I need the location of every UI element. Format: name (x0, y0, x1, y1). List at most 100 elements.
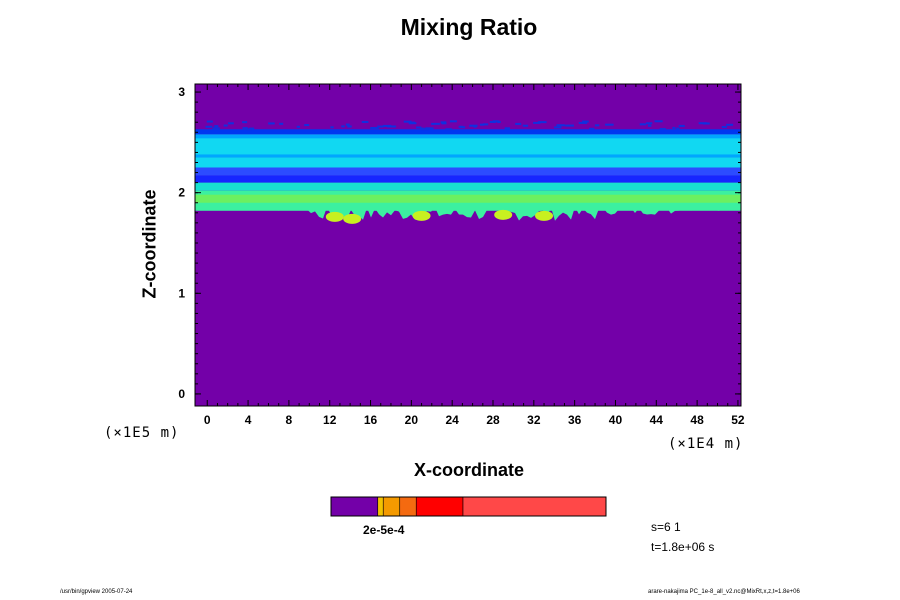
x-tick-label: 24 (446, 413, 460, 427)
y-axis-label: Z-coordinate (139, 189, 160, 299)
field-band (195, 182, 741, 191)
field-fleck (482, 123, 489, 126)
field-fleck (554, 126, 562, 129)
field-highlight (343, 213, 362, 224)
x-tick-label: 20 (405, 413, 419, 427)
field-fleck (578, 121, 588, 124)
field-fleck (537, 121, 547, 124)
field-band (195, 129, 741, 135)
chart-title: Mixing Ratio (400, 14, 538, 40)
field-fleck (473, 125, 477, 128)
field-fleck (589, 127, 595, 130)
field-fleck (497, 121, 501, 124)
field-fleck (212, 127, 220, 130)
plot-area (195, 84, 741, 406)
field-fleck (492, 120, 500, 123)
field-fleck (449, 120, 457, 123)
field-fleck (565, 124, 574, 127)
x-tick-label: 8 (286, 413, 293, 427)
field-fleck (403, 120, 412, 123)
field-fleck (345, 123, 350, 126)
field-fleck (676, 127, 680, 130)
field-fleck (370, 126, 379, 129)
field-band (195, 138, 741, 155)
field-highlight (325, 211, 344, 222)
field-fleck (672, 126, 676, 129)
field-fleck (420, 127, 425, 130)
colorbar-swatch (330, 496, 379, 517)
x-tick-label: 0 (204, 413, 211, 427)
footer-file-info: arare-nakajima PC_1e-8_all_v2.nc@MixRt,x… (648, 589, 800, 595)
field-fleck (556, 124, 565, 127)
field-fleck (425, 127, 434, 130)
field-fleck (228, 122, 234, 125)
field-layer-fringe (195, 202, 741, 221)
colorbar-swatch (415, 496, 464, 517)
footer-program-info: /usr/bin/gpview 2005-07-24 (60, 589, 133, 595)
field-fleck (304, 124, 310, 127)
colorbar-swatch (382, 496, 401, 517)
field-band (195, 175, 741, 183)
field-fleck (654, 120, 663, 123)
y-axis-unit: (×1E5 m) (104, 425, 180, 441)
x-tick-label: 28 (486, 413, 500, 427)
colorbar-swatch (399, 496, 417, 517)
field-fleck (361, 120, 369, 123)
x-axis-label: X-coordinate (413, 460, 524, 480)
field-fleck (214, 125, 219, 128)
field-fleck (223, 124, 228, 127)
x-tick-label: 12 (323, 413, 337, 427)
x-tick-label: 40 (609, 413, 623, 427)
colorbar-swatch (377, 496, 384, 517)
field-highlight (494, 209, 513, 220)
colorbar-frame (330, 496, 607, 517)
field-fleck (245, 128, 252, 131)
step-annotation: s=6 1 (651, 520, 681, 534)
colorbar-swatch (462, 496, 607, 517)
field-fleck (605, 123, 614, 126)
y-tick-label: 0 (178, 387, 185, 401)
field-band (195, 194, 741, 205)
field-fleck (647, 124, 652, 127)
field-fleck (469, 124, 478, 127)
field-highlight (412, 210, 431, 221)
time-annotation: t=1.8e+06 s (651, 540, 715, 554)
field-fleck (726, 123, 734, 126)
plot-frame (194, 83, 742, 407)
field-fleck (431, 122, 440, 125)
field-fleck (445, 128, 453, 131)
field-fleck (479, 123, 485, 126)
x-tick-label: 36 (568, 413, 582, 427)
field-fleck (268, 122, 275, 125)
field-fleck (330, 126, 334, 129)
field-fleck (721, 126, 727, 129)
field-fleck (458, 125, 464, 128)
x-tick-label: 52 (731, 413, 745, 427)
field-fleck (594, 124, 600, 127)
x-tick-label: 4 (245, 413, 252, 427)
field-fleck (646, 122, 653, 125)
y-tick-label: 2 (178, 186, 185, 200)
x-tick-label: 48 (690, 413, 704, 427)
field-fleck (678, 124, 685, 127)
field-highlight (535, 210, 554, 221)
field-fleck (441, 122, 447, 125)
field-fleck (205, 125, 213, 128)
field-fleck (698, 122, 708, 125)
field-fleck (279, 122, 284, 125)
x-axis-unit: (×1E4 m) (668, 436, 744, 452)
x-tick-label: 16 (364, 413, 378, 427)
x-tick-label: 44 (650, 413, 664, 427)
field-band (195, 157, 741, 168)
field-fleck (504, 127, 510, 130)
field-fleck (249, 127, 255, 130)
field-fleck (296, 125, 300, 128)
field-fleck (341, 125, 345, 128)
field-fleck (639, 123, 646, 126)
field-fleck (347, 125, 352, 128)
field-band (195, 167, 741, 176)
field-fleck (242, 127, 248, 130)
field-fleck (440, 121, 447, 124)
